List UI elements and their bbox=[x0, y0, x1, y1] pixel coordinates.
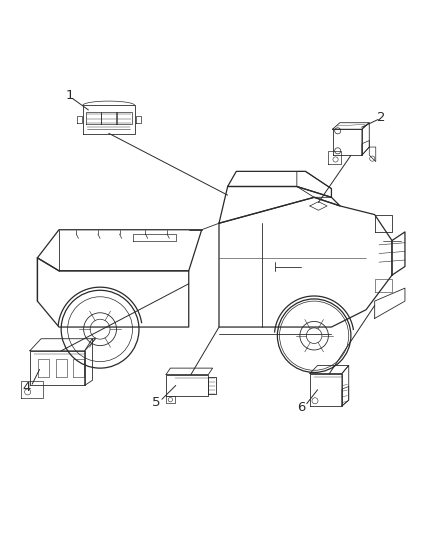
Text: 6: 6 bbox=[297, 400, 305, 414]
Text: 4: 4 bbox=[22, 381, 31, 394]
Text: 5: 5 bbox=[152, 396, 161, 409]
Text: 1: 1 bbox=[66, 89, 74, 102]
Text: 2: 2 bbox=[377, 111, 385, 124]
